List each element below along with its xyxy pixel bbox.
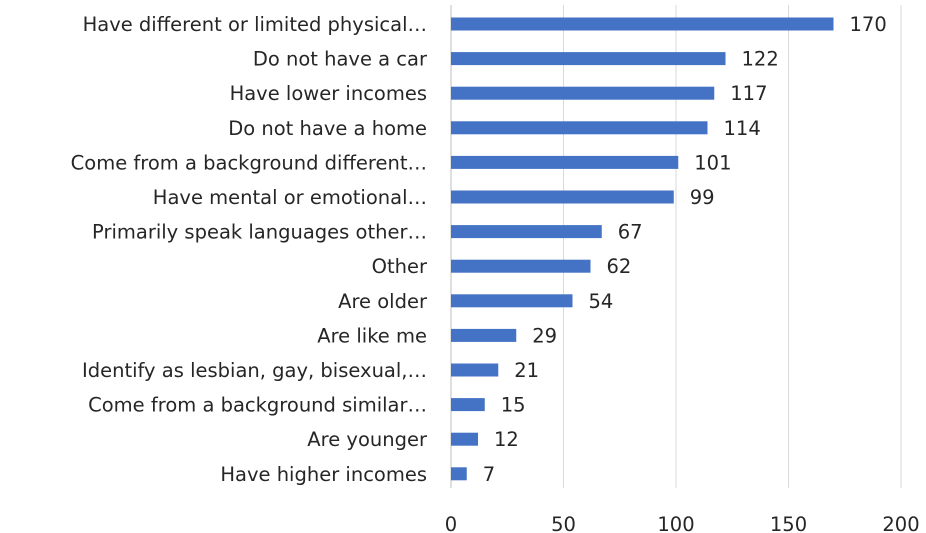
category-label: Other — [372, 255, 428, 278]
category-label: Do not have a car — [253, 48, 428, 71]
bar — [451, 225, 602, 239]
bar — [451, 155, 679, 169]
category-label: Have mental or emotional… — [153, 186, 427, 209]
category-label: Have higher incomes — [220, 463, 427, 486]
bars — [451, 17, 834, 481]
bar — [451, 328, 517, 342]
x-tick-label: 0 — [445, 513, 457, 533]
bar — [451, 190, 674, 204]
value-label: 15 — [501, 394, 526, 417]
value-label: 170 — [850, 13, 887, 36]
bar — [451, 294, 573, 308]
bar — [451, 52, 726, 66]
category-label: Have different or limited physical… — [83, 13, 427, 36]
value-label: 117 — [730, 82, 767, 105]
value-label: 62 — [607, 255, 632, 278]
value-label: 67 — [618, 221, 643, 244]
bar — [451, 259, 591, 273]
category-label: Do not have a home — [228, 117, 427, 140]
bar — [451, 86, 715, 100]
category-labels: Have different or limited physical… Do no… — [71, 13, 428, 486]
bar — [451, 398, 485, 412]
value-label: 54 — [589, 290, 614, 313]
category-label: Are younger — [307, 428, 428, 451]
value-label: 12 — [494, 428, 519, 451]
x-axis-tick-labels: 0 50 100 150 200 — [445, 513, 920, 533]
x-tick-label: 50 — [551, 513, 576, 533]
value-label: 101 — [694, 151, 731, 174]
bar — [451, 467, 467, 481]
category-label: Primarily speak languages other… — [92, 221, 427, 244]
value-label: 21 — [514, 359, 539, 382]
category-label: Have lower incomes — [230, 82, 427, 105]
value-label: 122 — [742, 48, 779, 71]
category-label: Are older — [338, 290, 428, 313]
value-label: 7 — [483, 463, 495, 486]
value-label: 114 — [724, 117, 761, 140]
category-label: Come from a background different… — [71, 151, 427, 174]
category-label: Identify as lesbian, gay, bisexual,… — [82, 359, 427, 382]
bar — [451, 363, 499, 377]
bar — [451, 121, 708, 135]
bar — [451, 432, 478, 446]
x-tick-label: 200 — [882, 513, 919, 533]
category-label: Are like me — [317, 324, 427, 347]
value-labels: 170 122 117 114 101 99 67 62 54 29 21 15 12 7 — [483, 13, 887, 486]
value-label: 29 — [532, 324, 557, 347]
x-tick-label: 150 — [770, 513, 807, 533]
bar — [451, 17, 834, 31]
category-label: Come from a background similar… — [88, 394, 427, 417]
value-label: 99 — [690, 186, 715, 209]
x-tick-label: 100 — [657, 513, 694, 533]
gridlines — [450, 5, 902, 488]
